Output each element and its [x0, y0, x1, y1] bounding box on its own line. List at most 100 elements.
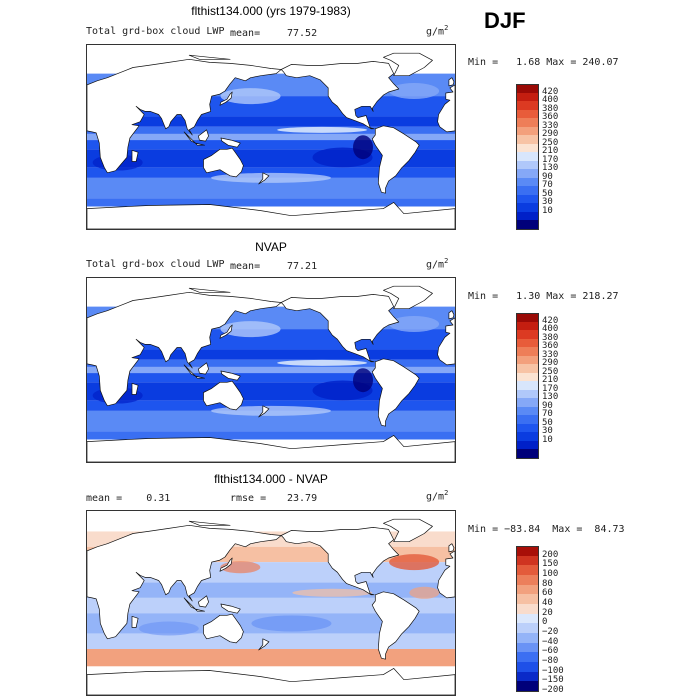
colorbar-swatch	[516, 671, 538, 682]
panel-3-units: g/m2	[426, 489, 449, 503]
land-outline	[448, 543, 455, 553]
land-outline	[258, 405, 270, 418]
lwp-band	[87, 167, 455, 178]
lwp-band	[87, 359, 455, 367]
diff-band	[87, 582, 455, 598]
colorbar-tick-label: 10	[542, 205, 553, 216]
colorbar-tick-label: 420	[542, 86, 559, 97]
panel-2-colorbar: 420 400 380 360 330 290 250 210 170 130 90 70 50 30 10	[516, 313, 596, 459]
colorbar-tick-label: 210	[542, 146, 559, 157]
lwp-feature	[220, 88, 281, 105]
land-outline	[87, 58, 282, 174]
land-outline	[203, 147, 244, 178]
colorbar-tick-label: 380	[542, 103, 559, 114]
land-outline	[87, 291, 282, 407]
lwp-band	[87, 366, 455, 374]
lwp-band	[87, 373, 455, 383]
diff-band	[87, 633, 455, 649]
colorbar-swatch	[516, 321, 538, 331]
colorbar-swatch	[516, 160, 538, 170]
colorbar-tick-label: 360	[542, 112, 559, 123]
colorbar-swatch	[516, 432, 538, 442]
panel-2-variable-label: Total grd-box cloud LWP	[86, 259, 225, 270]
colorbar-tick-label: 400	[542, 95, 559, 106]
colorbar-tick-label: 400	[542, 324, 559, 335]
panel-1-units: g/m2	[426, 24, 449, 38]
panel-1-variable-label: Total grd-box cloud LWP	[86, 26, 225, 37]
colorbar-swatch	[516, 194, 538, 204]
lwp-band	[87, 410, 455, 432]
colorbar-tick-label: −100	[542, 665, 564, 676]
colorbar-swatch	[516, 555, 538, 566]
colorbar-tick-label: 290	[542, 129, 559, 140]
land-outline	[437, 550, 455, 599]
panel-1-title: flthist134.000 (yrs 1979-1983)	[191, 4, 351, 18]
colorbar-tick-label: 330	[542, 120, 559, 131]
colorbar-swatch	[516, 101, 538, 111]
land-outline	[448, 310, 455, 320]
colorbar-swatch	[516, 92, 538, 102]
colorbar-swatch	[516, 126, 538, 136]
colorbar-tick-label: 90	[542, 171, 553, 182]
colorbar-tick-label: 210	[542, 375, 559, 386]
colorbar-swatch	[516, 415, 538, 425]
land-outline	[437, 84, 455, 133]
lwp-band	[87, 349, 455, 360]
land-outline	[87, 524, 282, 640]
land-outline	[131, 382, 139, 395]
colorbar-swatch	[516, 575, 538, 586]
lwp-feature	[211, 405, 331, 416]
colorbar-swatch	[516, 423, 538, 433]
panel-2-mean-value: 77.21	[287, 261, 318, 272]
land-outline	[195, 375, 205, 379]
colorbar-swatch	[516, 604, 538, 615]
land-outline	[131, 149, 139, 162]
colorbar-swatch	[516, 203, 538, 213]
colorbar-swatch	[516, 186, 538, 196]
colorbar-swatch	[516, 623, 538, 634]
panel-1-colorbar: 420 400 380 360 330 290 250 210 170 130 90 70 50 30 10	[516, 84, 596, 230]
land-outline	[195, 608, 205, 612]
colorbar-frame	[516, 546, 539, 692]
diff-feature	[409, 586, 440, 599]
colorbar-swatch	[516, 177, 538, 187]
diff-band	[87, 597, 455, 614]
colorbar-swatch	[516, 109, 538, 119]
lwp-feature	[389, 83, 440, 99]
lwp-feature	[211, 172, 331, 183]
colorbar-tick-label: 70	[542, 180, 553, 191]
lwp-band	[87, 400, 455, 411]
colorbar-tick-label: 130	[542, 163, 559, 174]
lwp-band	[87, 126, 455, 134]
colorbar-frame	[516, 84, 539, 230]
land-outline	[198, 129, 209, 142]
colorbar-frame	[516, 313, 539, 459]
land-outline	[383, 52, 433, 77]
land-outline	[258, 172, 270, 185]
land-outline	[188, 287, 231, 293]
colorbar-tick-label: 80	[542, 578, 553, 589]
colorbar-tick-label: 100	[542, 569, 559, 579]
land-outline	[220, 137, 241, 148]
panel-2-units: g/m2	[426, 257, 449, 271]
panel-2-map-svg	[87, 278, 455, 462]
panel-2-minmax: Min = 1.30 Max = 218.27	[468, 291, 619, 302]
land-outline	[371, 358, 420, 427]
colorbar-tick-label: 380	[542, 332, 559, 343]
lwp-band	[87, 116, 455, 127]
colorbar-swatch	[516, 594, 538, 605]
colorbar-tick-label: 170	[542, 383, 559, 394]
land-outline	[203, 380, 244, 411]
panel-3-map	[86, 510, 456, 696]
land-outline	[371, 591, 420, 660]
lwp-feature	[389, 316, 440, 332]
colorbar-tick-label: 170	[542, 154, 559, 165]
land-outline	[183, 364, 196, 377]
colorbar-swatch	[516, 449, 538, 459]
colorbar-swatch	[516, 364, 538, 374]
lwp-band	[87, 177, 455, 199]
colorbar-tick-label: 250	[542, 366, 559, 377]
colorbar-swatch	[516, 584, 538, 595]
colorbar-tick-label: 290	[542, 358, 559, 369]
panel-3-rmse-label: rmse =	[230, 493, 267, 504]
